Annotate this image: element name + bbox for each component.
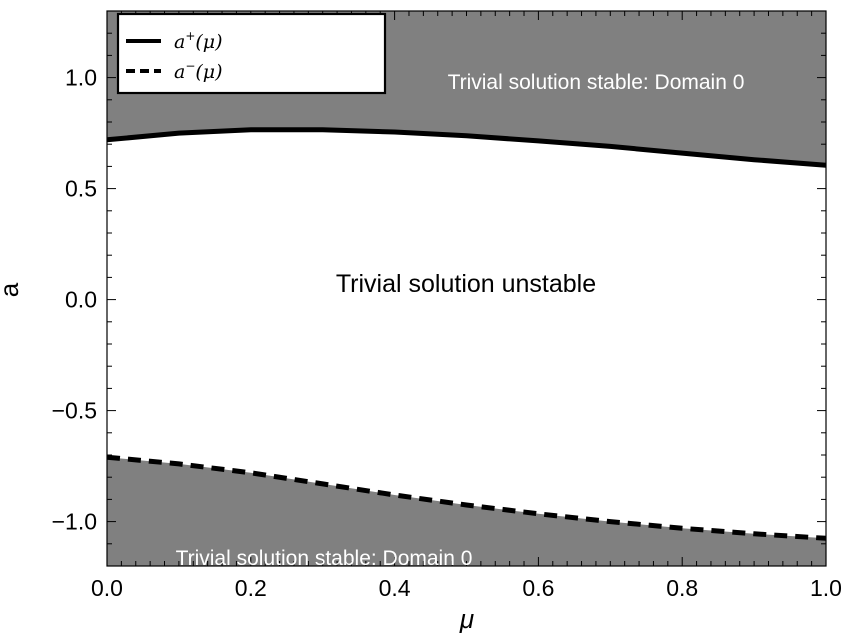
- curves: [106, 127, 827, 541]
- x-tick-label: 0.0: [91, 575, 123, 601]
- legend-entry-a-minus-arg: (μ): [195, 61, 222, 83]
- x-tick-label: 0.8: [666, 575, 698, 601]
- legend-entry-a-plus-sup: +: [185, 29, 195, 43]
- x-tick-label: 0.4: [379, 575, 411, 601]
- region-stable-lower: [107, 457, 826, 566]
- legend-entry-a-minus-sup: −: [185, 59, 195, 73]
- legend: a+(μ) a−(μ): [116, 12, 387, 95]
- legend-entry-a-minus: a−(μ): [174, 59, 223, 83]
- legend-entry-a-minus-base: a: [174, 61, 185, 83]
- y-tick-label: −1.0: [52, 509, 97, 535]
- legend-entry-a-plus-arg: (μ): [195, 31, 222, 53]
- y-tick-label: −0.5: [52, 398, 97, 424]
- series-a-minus-line: [106, 454, 827, 541]
- region-label-lower: Trivial solution stable: Domain 0: [176, 547, 473, 570]
- x-tick-label: 0.2: [235, 575, 267, 601]
- x-tick-labels: 0.0 0.2 0.4 0.6 0.8 1.0: [91, 575, 842, 601]
- axis-ticks: [106, 10, 827, 567]
- y-tick-label: 0.5: [65, 176, 97, 202]
- y-tick-label: 0.0: [65, 287, 97, 313]
- region-label-middle: Trivial solution unstable: [336, 270, 596, 298]
- x-axis-label: μ: [459, 604, 474, 634]
- y-tick-label: 1.0: [65, 65, 97, 91]
- legend-box: [116, 12, 387, 95]
- y-axis-label: a: [0, 282, 24, 297]
- region-label-upper: Trivial solution stable: Domain 0: [448, 71, 745, 94]
- x-tick-label: 1.0: [810, 575, 842, 601]
- legend-entry-a-plus-base: a: [174, 31, 185, 53]
- series-a-plus-line: [106, 127, 827, 168]
- legend-entry-a-plus: a+(μ): [174, 29, 223, 53]
- x-tick-label: 0.6: [522, 575, 554, 601]
- y-tick-labels: −1.0 −0.5 0.0 0.5 1.0: [52, 65, 97, 535]
